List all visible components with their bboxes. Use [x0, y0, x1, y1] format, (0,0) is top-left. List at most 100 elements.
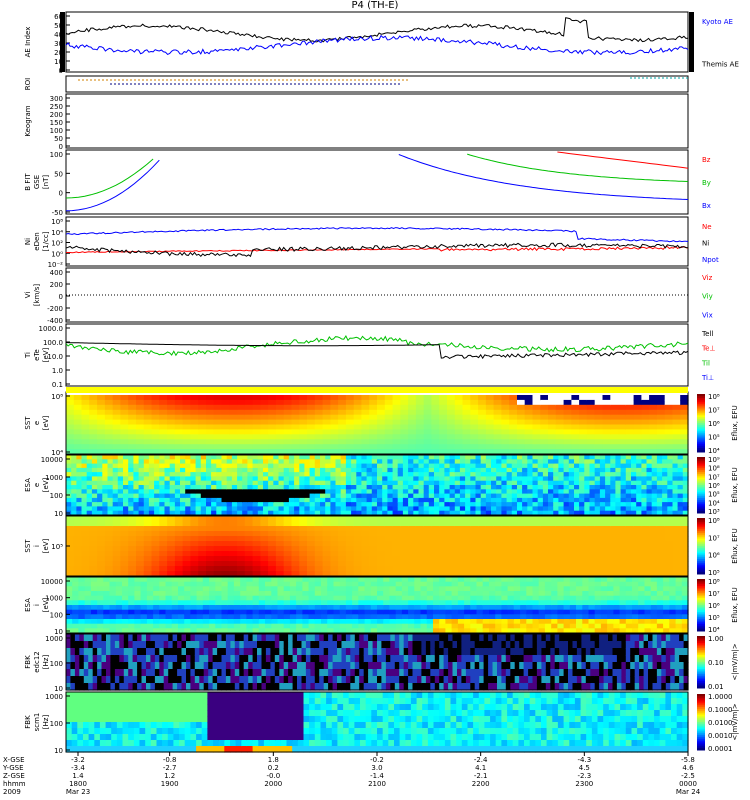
sst-i-cell: [618, 566, 627, 572]
esa-i-cell: [370, 577, 378, 583]
esa-i-cell: [544, 577, 552, 583]
esa-i-cell: [358, 586, 366, 592]
esa-e-cell: [263, 489, 269, 495]
esa-i-cell: [619, 609, 627, 615]
esa-i-cell: [551, 577, 558, 583]
sst-e-cell: [221, 395, 230, 401]
sst-i-cell: [548, 531, 557, 537]
esa-e-cell: [148, 476, 155, 482]
sst-i-cell: [656, 516, 666, 522]
esa-i-cell: [240, 609, 247, 615]
esa-i-cell: [433, 600, 440, 606]
esa-i-cell: [153, 619, 160, 625]
sst-e-cell: [656, 409, 666, 416]
sst-e-cell: [454, 419, 464, 426]
sst-e-cell: [439, 429, 448, 435]
esa-e-cell: [501, 489, 508, 495]
esa-i-cell: [576, 577, 583, 583]
sst-e-cell: [252, 444, 261, 450]
sst-e-cell: [625, 444, 635, 450]
fbk-e-cell: [154, 634, 160, 642]
esa-i-cell: [532, 605, 540, 611]
fbk-e-cell: [88, 676, 94, 684]
esa-e-cell: [231, 489, 238, 495]
esa-i-cell: [557, 591, 565, 597]
sst-i-cell: [283, 521, 293, 527]
sst-i-cell: [625, 541, 635, 547]
esa-e-cell: [605, 476, 611, 482]
sst-e-cell: [81, 395, 90, 401]
esa-e-cell: [185, 467, 191, 473]
esa-e-cell: [216, 510, 223, 516]
sst-e-cell: [462, 414, 471, 421]
esa-i-cell: [327, 623, 334, 629]
esa-i-cell: [576, 595, 583, 601]
esa-e-cell: [470, 493, 477, 499]
esa-e-cell: [553, 485, 559, 490]
sst-i-cell: [322, 531, 331, 537]
esa-i-cell: [569, 600, 577, 606]
sst-e-cell: [112, 409, 122, 416]
sst-e-cell: [66, 429, 75, 435]
sst-e-cell: [485, 434, 495, 440]
sst-e-cell: [470, 399, 479, 406]
esa-e-cell: [102, 489, 109, 495]
sst-i-cell: [229, 546, 238, 552]
esa-e-cell: [164, 459, 171, 465]
esa-e-cell: [371, 480, 378, 486]
sst-i-cell: [470, 531, 479, 537]
esa-i-cell: [439, 577, 446, 583]
sst-i-cell: [641, 531, 650, 537]
sst-e-cell: [151, 429, 160, 435]
sst-e-cell: [221, 429, 230, 435]
esa-i-cell: [513, 600, 521, 606]
sst-i-cell: [268, 526, 277, 532]
esa-e-cell: [278, 510, 285, 516]
sst-e-cell: [384, 399, 394, 406]
sst-e-cell: [229, 429, 238, 435]
sst-i-cell: [594, 526, 604, 532]
esa-i-cell: [308, 595, 316, 601]
esa-e-cell: [423, 480, 430, 486]
esa-i-cell: [302, 595, 310, 601]
sst-i-cell: [112, 541, 122, 547]
esa-e-cell: [480, 459, 487, 465]
esa-e-cell: [195, 472, 202, 477]
esa-i-cell: [109, 600, 117, 606]
esa-i-cell: [140, 577, 148, 583]
sst-e-cell: [81, 434, 90, 440]
sst-e-cell: [400, 404, 409, 411]
sst-i-cell: [229, 521, 238, 527]
sst-e-cell: [268, 434, 277, 440]
esa-e-cell: [351, 455, 357, 460]
sst-i-cell: [167, 521, 176, 527]
sst-e-cell: [493, 429, 502, 435]
sst-i-cell: [361, 561, 370, 567]
esa-e-cell: [418, 455, 425, 460]
esa-e-cell: [81, 455, 88, 460]
sst-i-cell: [244, 561, 254, 567]
esa-i-cell: [395, 619, 403, 625]
esa-i-cell: [339, 591, 347, 597]
sst-e-cell: [431, 429, 440, 435]
esa-e-cell: [102, 485, 109, 490]
esa-i-cell: [252, 591, 260, 597]
esa-i-cell: [520, 600, 527, 606]
esa-i-cell: [439, 591, 446, 597]
esa-i-cell: [190, 619, 198, 625]
sst-i-cell: [268, 546, 277, 552]
sst-i-cell: [555, 556, 565, 562]
esa-e-cell: [677, 463, 684, 469]
esa-e-cell: [636, 485, 642, 490]
sst-i-cell: [252, 571, 261, 577]
sst-e-cell: [89, 409, 98, 416]
esa-i-cell: [153, 577, 160, 583]
esa-e-cell: [169, 497, 176, 503]
esa-e-cell: [620, 510, 627, 516]
esa-e-cell: [206, 506, 212, 512]
esa-e-cell: [615, 480, 622, 486]
sst-i-cell: [159, 516, 168, 522]
esa-e-cell: [506, 493, 513, 499]
sst-e-cell: [221, 399, 230, 406]
esa-e-cell: [454, 467, 461, 473]
